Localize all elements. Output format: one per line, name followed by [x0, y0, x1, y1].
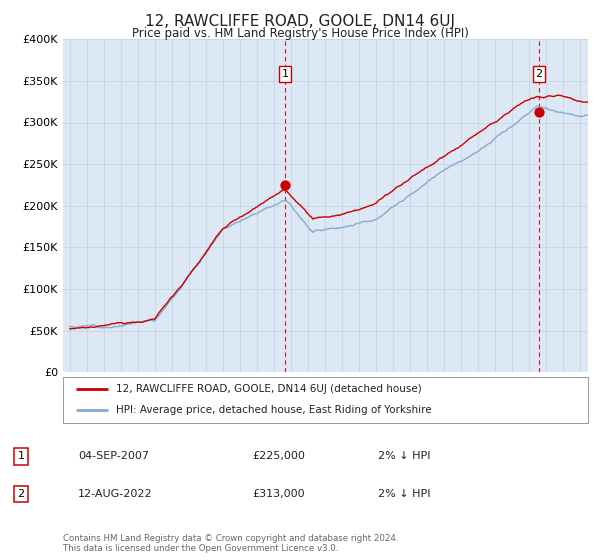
- Text: 12-AUG-2022: 12-AUG-2022: [78, 489, 152, 499]
- Text: Price paid vs. HM Land Registry's House Price Index (HPI): Price paid vs. HM Land Registry's House …: [131, 27, 469, 40]
- Text: £225,000: £225,000: [252, 451, 305, 461]
- Text: 2: 2: [17, 489, 25, 499]
- Text: HPI: Average price, detached house, East Riding of Yorkshire: HPI: Average price, detached house, East…: [115, 405, 431, 416]
- Text: 2% ↓ HPI: 2% ↓ HPI: [378, 489, 431, 499]
- Text: 12, RAWCLIFFE ROAD, GOOLE, DN14 6UJ: 12, RAWCLIFFE ROAD, GOOLE, DN14 6UJ: [145, 14, 455, 29]
- Point: [534, 107, 544, 116]
- Text: Contains HM Land Registry data © Crown copyright and database right 2024.
This d: Contains HM Land Registry data © Crown c…: [63, 534, 398, 553]
- Text: 2: 2: [536, 69, 542, 79]
- Text: 1: 1: [17, 451, 25, 461]
- Text: 04-SEP-2007: 04-SEP-2007: [78, 451, 149, 461]
- Point: [280, 180, 290, 189]
- Text: £313,000: £313,000: [252, 489, 305, 499]
- Text: 2% ↓ HPI: 2% ↓ HPI: [378, 451, 431, 461]
- Text: 12, RAWCLIFFE ROAD, GOOLE, DN14 6UJ (detached house): 12, RAWCLIFFE ROAD, GOOLE, DN14 6UJ (det…: [115, 384, 421, 394]
- Text: 1: 1: [281, 69, 289, 79]
